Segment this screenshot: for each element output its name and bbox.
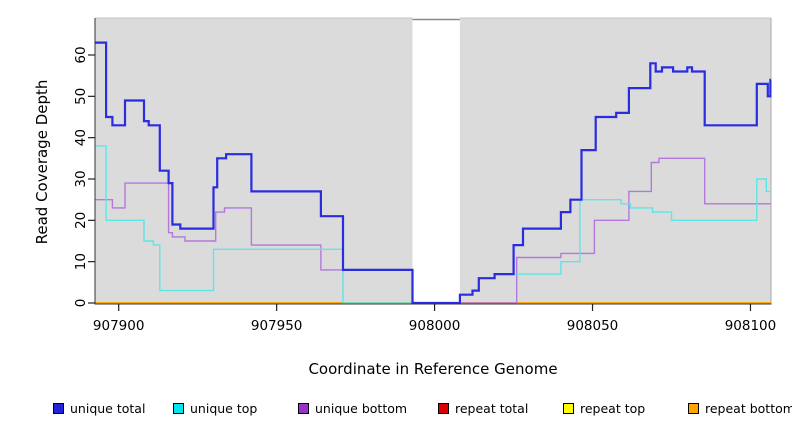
legend-item-repeat-bottom: repeat bottom [688, 399, 792, 417]
x-tick-label: 908000 [409, 318, 461, 334]
y-tick-label: 60 [73, 46, 89, 63]
legend-swatch-repeat-total [438, 402, 449, 414]
legend-label: repeat bottom [705, 400, 792, 416]
y-tick-label: 30 [73, 170, 89, 187]
x-tick-label: 907950 [251, 318, 303, 334]
legend-swatch-unique-total [53, 402, 64, 414]
y-tick-label: 20 [73, 212, 89, 229]
legend-label: unique bottom [315, 400, 408, 416]
legend-swatch-repeat-top [563, 402, 574, 414]
y-axis-title: Read Coverage Depth [33, 79, 51, 245]
x-axis-title: Coordinate in Reference Genome [308, 360, 558, 378]
y-tick-label: 40 [73, 129, 89, 146]
legend-item-unique-bottom: unique bottom [298, 399, 407, 417]
legend-item-unique-top: unique top [173, 399, 257, 417]
legend-swatch-unique-bottom [298, 402, 309, 414]
legend-item-unique-total: unique total [53, 399, 145, 417]
gap-region [412, 13, 460, 303]
x-tick-label: 908050 [567, 318, 619, 334]
legend-label: unique top [190, 400, 258, 416]
y-tick-label: 0 [73, 299, 89, 308]
legend-swatch-repeat-bottom [688, 402, 699, 414]
series-unique-bottom [95, 157, 771, 304]
legend-label: unique total [70, 400, 146, 416]
x-tick-label: 907900 [93, 318, 145, 334]
x-tick-label: 908100 [725, 318, 777, 334]
legend-label: repeat total [455, 400, 529, 416]
legend-swatch-unique-top [173, 402, 184, 414]
legend-item-repeat-top: repeat top [563, 399, 645, 417]
series-unique-total [95, 41, 772, 305]
legend-item-repeat-total: repeat total [438, 399, 528, 417]
y-tick-label: 10 [73, 253, 89, 270]
y-tick-label: 50 [73, 88, 89, 105]
legend-label: repeat top [580, 400, 646, 416]
legend: unique total unique top unique bottom repea… [0, 399, 792, 421]
